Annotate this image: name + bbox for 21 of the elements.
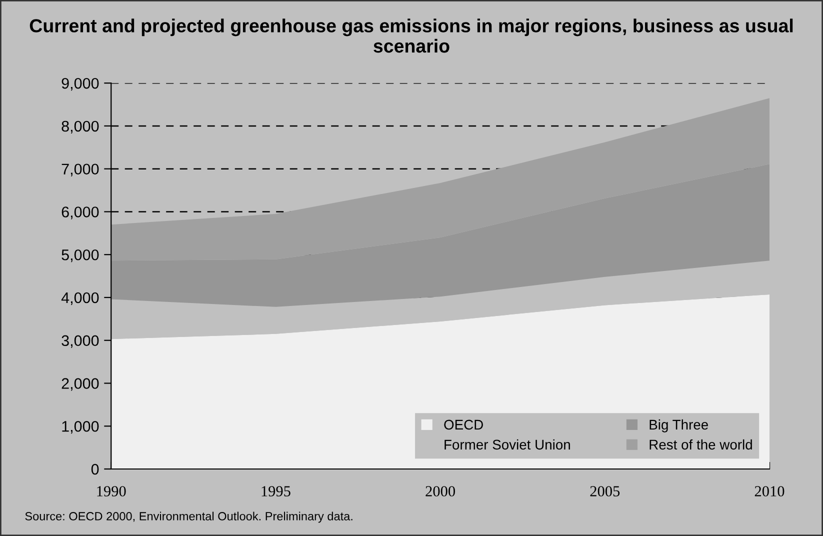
- legend-label: Big Three: [650, 419, 708, 432]
- y-tick-label: 4,000: [61, 292, 99, 305]
- y-tick-label: 0: [91, 464, 99, 475]
- y-tick-label: 6,000: [62, 206, 99, 220]
- x-tick-label: 2010: [754, 486, 784, 496]
- y-tick-label: 3,000: [62, 335, 99, 348]
- x-tick-label: 1990: [97, 486, 126, 496]
- y-tick-label: 1,000: [62, 420, 99, 434]
- legend-label: Rest of the world: [650, 439, 752, 450]
- y-tick-label: 7,000: [62, 164, 99, 176]
- x-tick-label: 2005: [590, 486, 620, 496]
- x-tick-label: 1995: [262, 486, 290, 496]
- y-tick-label: 8,000: [62, 120, 99, 134]
- text: Former Soviet Union: [444, 439, 570, 450]
- chart-title: Current and projected greenhouse gas emissions in major regions, business as usual scenario: [30, 18, 793, 53]
- source-note: Source: OECD 2000, Environmental Outlook. Preliminary data.: [25, 512, 352, 523]
- y-tick-label: 5,000: [62, 249, 99, 262]
- y-tick-label: 9,000: [62, 78, 99, 91]
- y-tick-label: 2,000: [62, 378, 99, 391]
- x-tick-label: 2000: [426, 486, 455, 496]
- legend-label: OECD: [444, 420, 483, 430]
